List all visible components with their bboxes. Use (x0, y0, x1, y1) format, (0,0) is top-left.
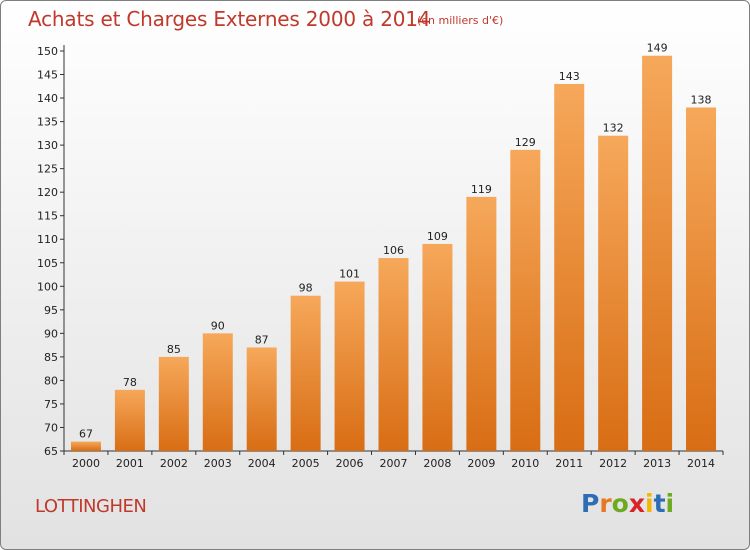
y-tick-label: 70 (44, 421, 58, 434)
y-tick-label: 135 (37, 116, 58, 129)
x-axis: 2000 2001 2002 2003 2004 2005 2006 2007 2008 2009… (63, 450, 724, 470)
bar (114, 389, 145, 451)
y-tick-label: 105 (37, 257, 58, 270)
data-label: 138 (691, 93, 712, 106)
chart-subtitle: (en milliers d'€) (417, 14, 504, 27)
bar (290, 295, 321, 451)
data-label: 119 (471, 183, 492, 196)
y-tick-label: 75 (44, 398, 58, 411)
y-tick-label: 130 (37, 139, 58, 152)
data-label: 129 (515, 136, 536, 149)
y-tick-label: 95 (44, 304, 58, 317)
y-axis: 65 70 75 80 85 90 95 100 105 110 115 120 125 130 135 14… (37, 45, 65, 458)
data-label: 149 (647, 42, 668, 55)
y-tick-label: 90 (44, 327, 58, 340)
x-tick-label: 2011 (555, 457, 583, 470)
y-tick-label: 100 (37, 280, 58, 293)
y-tick-label: 115 (37, 210, 58, 223)
bar (334, 281, 365, 451)
chart-title: Achats et Charges Externes 2000 à 2014 (28, 7, 431, 31)
x-tick-label: 2000 (72, 457, 100, 470)
data-label: 85 (167, 343, 181, 356)
bar (598, 135, 629, 452)
x-tick-label: 2005 (292, 457, 320, 470)
data-label: 106 (383, 244, 404, 257)
y-tick-label: 145 (37, 69, 58, 82)
x-tick-label: 2012 (599, 457, 627, 470)
bar (422, 243, 453, 451)
x-tick-label: 2001 (116, 457, 144, 470)
data-label: 78 (123, 376, 137, 389)
y-tick-label: 125 (37, 163, 58, 176)
y-tick-label: 120 (37, 186, 58, 199)
y-tick-label: 85 (44, 351, 58, 364)
data-label: 90 (211, 319, 225, 332)
bar (378, 258, 409, 451)
bar (202, 333, 233, 451)
bars (70, 55, 717, 452)
y-tick-label: 140 (37, 92, 58, 105)
y-tick-label: 80 (44, 374, 58, 387)
x-tick-label: 2014 (687, 457, 715, 470)
bar (70, 441, 101, 451)
data-label: 67 (79, 428, 93, 441)
x-tick-label: 2004 (248, 457, 276, 470)
data-label: 143 (559, 70, 580, 83)
x-tick-label: 2003 (204, 457, 232, 470)
x-tick-label: 2013 (643, 457, 671, 470)
proxiti-logo[interactable]: Proxiti (581, 489, 675, 518)
x-tick-label: 2007 (380, 457, 408, 470)
x-tick-label: 2009 (467, 457, 495, 470)
bar (158, 356, 189, 451)
bar (510, 149, 541, 451)
bar (246, 347, 277, 451)
x-tick-label: 2010 (511, 457, 539, 470)
bar (466, 196, 497, 451)
x-tick-label: 2008 (423, 457, 451, 470)
data-label: 109 (427, 230, 448, 243)
place-name: LOTTINGHEN (35, 496, 147, 517)
data-label: 98 (299, 282, 313, 295)
bar (686, 107, 717, 452)
data-label: 87 (255, 333, 269, 346)
bar (642, 55, 673, 452)
x-tick-label: 2006 (336, 457, 364, 470)
data-label: 101 (339, 268, 360, 281)
y-tick-label: 65 (44, 445, 58, 458)
data-labels: 67 78 85 90 87 98 101 106 109 119 129 143 132 149 138 (79, 42, 712, 441)
y-tick-label: 150 (37, 45, 58, 58)
y-tick-label: 110 (37, 233, 58, 246)
data-label: 132 (603, 122, 624, 135)
bar (554, 83, 585, 452)
x-tick-label: 2002 (160, 457, 188, 470)
